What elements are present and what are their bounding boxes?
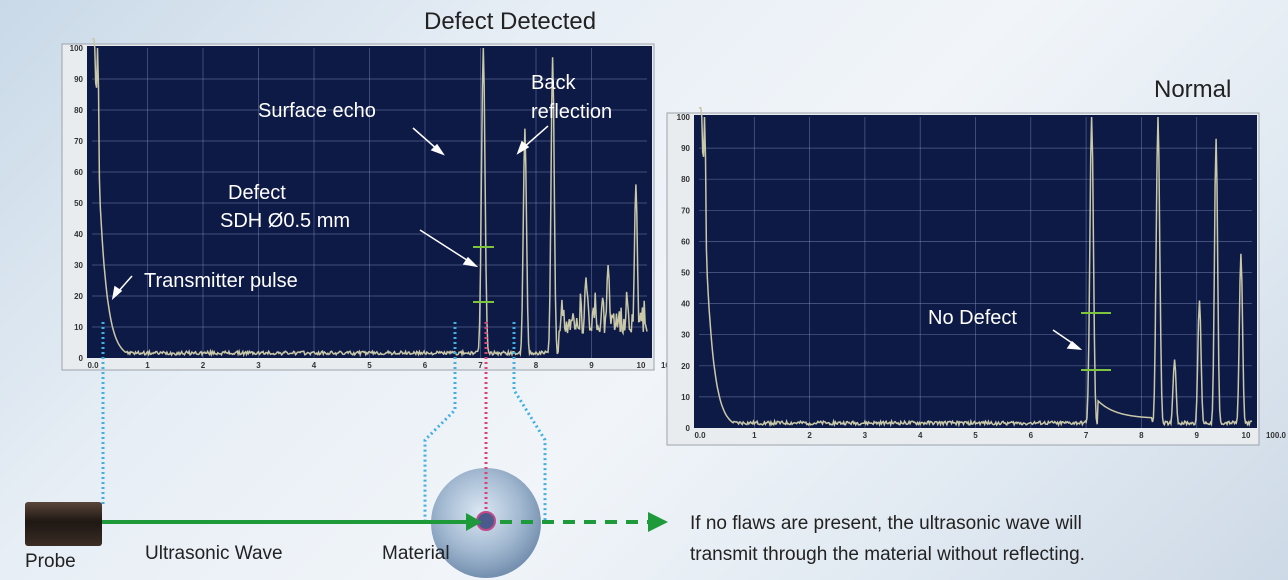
defect-pointer [419, 229, 471, 263]
x-tick-label: 10 [637, 361, 646, 370]
x-tick-label: 100.0 [1266, 431, 1287, 440]
y-tick-label: 0 [686, 424, 691, 433]
x-tick-label: 9 [1194, 431, 1199, 440]
x-tick-label: 7 [478, 361, 483, 370]
x-tick-label: 0.0 [87, 361, 99, 370]
defect-detected-title: Defect Detected [424, 8, 597, 35]
transmitter-pulse-label: Transmitter pulse [144, 270, 298, 292]
x-tick-label: 5 [367, 361, 372, 370]
left-scope-trace [92, 37, 648, 358]
probe-body [25, 502, 102, 546]
x-tick-label: 9 [589, 361, 594, 370]
y-tick-label: 100 [70, 44, 84, 53]
y-tick-label: 50 [681, 269, 690, 278]
x-tick-label: 5 [973, 431, 978, 440]
material-label: Material [382, 543, 450, 564]
y-tick-label: 100 [677, 113, 691, 122]
y-tick-label: 80 [74, 106, 83, 115]
x-tick-label: 4 [918, 431, 923, 440]
x-tick-label: 10 [1242, 431, 1251, 440]
ultrasonic-wave-arrowhead [466, 513, 482, 531]
y-tick-label: 60 [681, 237, 690, 246]
y-tick-label: 0 [79, 354, 84, 363]
transmitted-wave-arrowhead [648, 512, 668, 532]
x-tick-label: 1 [752, 431, 757, 440]
defect-label: Defect [228, 182, 286, 204]
caption-line-2: transmit through the material without re… [690, 544, 1085, 565]
right-scope-y-ticks: 0 10 20 30 40 50 60 70 80 90 100 [677, 113, 691, 433]
y-tick-label: 80 [681, 175, 690, 184]
y-tick-label: 50 [74, 199, 83, 208]
y-tick-label: 60 [74, 168, 83, 177]
y-tick-label: 90 [74, 75, 83, 84]
surface-echo-pointer [412, 127, 439, 151]
y-tick-label: 40 [681, 300, 690, 309]
back-reflection-pointer [522, 125, 549, 149]
x-tick-label: 4 [312, 361, 317, 370]
back-projection-line [512, 322, 547, 520]
back-reflection-label-1: Back [531, 72, 576, 94]
no-defect-arrowhead [1066, 340, 1083, 350]
surface-echo-label: Surface echo [258, 100, 376, 122]
x-tick-label: 2 [201, 361, 206, 370]
x-tick-label: 0.0 [694, 431, 706, 440]
right-scope-x-ticks: 0.0 1 2 3 4 5 6 7 8 9 10 100.0 [694, 431, 1286, 440]
back-reflection-arrowhead [516, 140, 530, 155]
y-tick-label: 40 [74, 230, 83, 239]
normal-title: Normal [1154, 76, 1232, 103]
probe-label: Probe [25, 551, 76, 572]
y-tick-label: 30 [681, 331, 690, 340]
surface-projection-line [423, 322, 457, 520]
x-tick-label: 6 [423, 361, 428, 370]
x-tick-label: 8 [534, 361, 539, 370]
no-defect-label: No Defect [928, 307, 1017, 329]
y-tick-label: 90 [681, 144, 690, 153]
left-scope-y-ticks: 0 10 20 30 40 50 60 70 80 90 100 [70, 44, 84, 363]
x-tick-label: 3 [256, 361, 261, 370]
x-tick-label: 3 [863, 431, 868, 440]
y-tick-label: 70 [74, 137, 83, 146]
x-tick-label: 6 [1029, 431, 1034, 440]
transmitter-arrowhead [111, 285, 123, 300]
y-tick-label: 10 [681, 393, 690, 402]
back-reflection-label-2: reflection [531, 101, 613, 123]
defect-size-label: SDH Ø0.5 mm [220, 210, 351, 232]
y-tick-label: 70 [681, 206, 690, 215]
caption-line-1: If no flaws are present, the ultrasonic … [690, 513, 1082, 534]
x-tick-label: 1 [145, 361, 150, 370]
y-tick-label: 30 [74, 261, 83, 270]
x-tick-label: 8 [1139, 431, 1144, 440]
surface-echo-arrowhead [430, 143, 445, 156]
y-tick-label: 10 [74, 323, 83, 332]
ultrasonic-wave-label: Ultrasonic Wave [145, 543, 283, 564]
x-tick-label: 7 [1084, 431, 1089, 440]
y-tick-label: 20 [74, 292, 83, 301]
x-tick-label: 2 [807, 431, 812, 440]
defect-arrowhead [462, 256, 479, 268]
right-scope-trace [699, 106, 1253, 428]
y-tick-label: 20 [681, 362, 690, 371]
